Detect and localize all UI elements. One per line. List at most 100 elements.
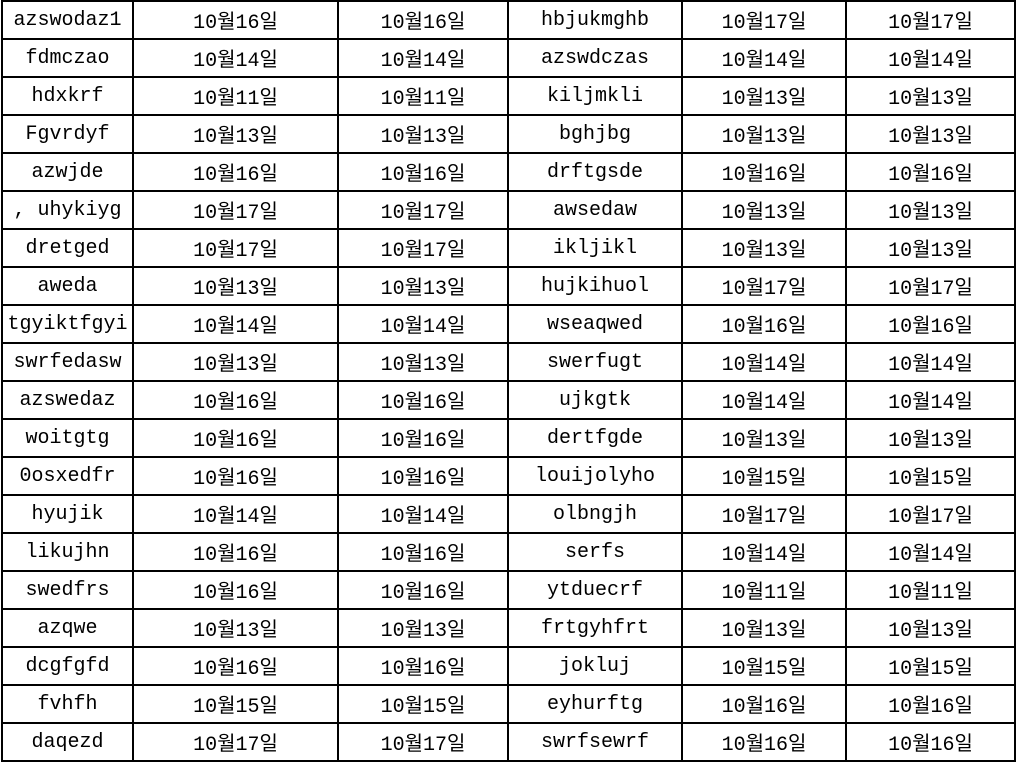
date-cell[interactable]: 10월16일 [132, 0, 339, 40]
name-cell[interactable]: wseaqwed [507, 304, 683, 344]
date-cell[interactable]: 10월16일 [132, 646, 339, 686]
name-cell[interactable]: swrfedasw [1, 342, 134, 382]
name-cell[interactable]: azswodaz1 [1, 0, 134, 40]
date-cell[interactable]: 10월13일 [132, 114, 339, 154]
name-cell[interactable]: dertfgde [507, 418, 683, 458]
date-cell[interactable]: 10월11일 [337, 76, 509, 116]
date-cell[interactable]: 10월13일 [845, 608, 1016, 648]
name-cell[interactable]: daqezd [1, 722, 134, 762]
name-cell[interactable]: azwjde [1, 152, 134, 192]
name-cell[interactable]: swerfugt [507, 342, 683, 382]
date-cell[interactable]: 10월13일 [845, 418, 1016, 458]
name-cell[interactable]: bghjbg [507, 114, 683, 154]
name-cell[interactable]: hdxkrf [1, 76, 134, 116]
date-cell[interactable]: 10월13일 [845, 76, 1016, 116]
date-cell[interactable]: 10월13일 [845, 114, 1016, 154]
date-cell[interactable]: 10월14일 [337, 38, 509, 78]
date-cell[interactable]: 10월14일 [337, 304, 509, 344]
date-cell[interactable]: 10월16일 [337, 570, 509, 610]
date-cell[interactable]: 10월14일 [681, 38, 847, 78]
date-cell[interactable]: 10월13일 [681, 418, 847, 458]
name-cell[interactable]: ujkgtk [507, 380, 683, 420]
name-cell[interactable]: azswdczas [507, 38, 683, 78]
date-cell[interactable]: 10월16일 [337, 0, 509, 40]
date-cell[interactable]: 10월16일 [845, 722, 1016, 762]
date-cell[interactable]: 10월11일 [681, 570, 847, 610]
date-cell[interactable]: 10월13일 [337, 266, 509, 306]
date-cell[interactable]: 10월15일 [337, 684, 509, 724]
date-cell[interactable]: 10월17일 [845, 494, 1016, 534]
name-cell[interactable]: swedfrs [1, 570, 134, 610]
date-cell[interactable]: 10월16일 [132, 532, 339, 572]
name-cell[interactable]: likujhn [1, 532, 134, 572]
date-cell[interactable]: 10월16일 [337, 418, 509, 458]
name-cell[interactable]: ytduecrf [507, 570, 683, 610]
date-cell[interactable]: 10월17일 [681, 494, 847, 534]
date-cell[interactable]: 10월14일 [845, 380, 1016, 420]
date-cell[interactable]: 10월16일 [681, 152, 847, 192]
date-cell[interactable]: 10월14일 [845, 342, 1016, 382]
date-cell[interactable]: 10월14일 [132, 38, 339, 78]
name-cell[interactable]: fdmczao [1, 38, 134, 78]
date-cell[interactable]: 10월13일 [681, 608, 847, 648]
name-cell[interactable]: eyhurftg [507, 684, 683, 724]
date-cell[interactable]: 10월11일 [845, 570, 1016, 610]
date-cell[interactable]: 10월16일 [132, 456, 339, 496]
date-cell[interactable]: 10월16일 [681, 684, 847, 724]
name-cell[interactable]: ikljikl [507, 228, 683, 268]
date-cell[interactable]: 10월16일 [337, 380, 509, 420]
name-cell[interactable]: tgyiktfgyi [1, 304, 134, 344]
date-cell[interactable]: 10월16일 [681, 722, 847, 762]
date-cell[interactable]: 10월16일 [845, 304, 1016, 344]
date-cell[interactable]: 10월17일 [132, 228, 339, 268]
date-cell[interactable]: 10월14일 [681, 342, 847, 382]
date-cell[interactable]: 10월16일 [132, 380, 339, 420]
date-cell[interactable]: 10월11일 [132, 76, 339, 116]
name-cell[interactable]: , uhykiyg [1, 190, 134, 230]
date-cell[interactable]: 10월14일 [132, 304, 339, 344]
name-cell[interactable]: drftgsde [507, 152, 683, 192]
date-cell[interactable]: 10월13일 [681, 190, 847, 230]
date-cell[interactable]: 10월15일 [845, 456, 1016, 496]
date-cell[interactable]: 10월17일 [681, 0, 847, 40]
name-cell[interactable]: hujkihuol [507, 266, 683, 306]
date-cell[interactable]: 10월16일 [132, 152, 339, 192]
date-cell[interactable]: 10월16일 [337, 646, 509, 686]
name-cell[interactable]: serfs [507, 532, 683, 572]
name-cell[interactable]: hyujik [1, 494, 134, 534]
date-cell[interactable]: 10월13일 [132, 342, 339, 382]
name-cell[interactable]: aweda [1, 266, 134, 306]
date-cell[interactable]: 10월17일 [132, 722, 339, 762]
date-cell[interactable]: 10월14일 [681, 380, 847, 420]
date-cell[interactable]: 10월14일 [681, 532, 847, 572]
date-cell[interactable]: 10월17일 [337, 228, 509, 268]
date-cell[interactable]: 10월16일 [845, 152, 1016, 192]
name-cell[interactable]: awsedaw [507, 190, 683, 230]
name-cell[interactable]: 0osxedfr [1, 456, 134, 496]
name-cell[interactable]: woitgtg [1, 418, 134, 458]
date-cell[interactable]: 10월14일 [132, 494, 339, 534]
name-cell[interactable]: kiljmkli [507, 76, 683, 116]
name-cell[interactable]: olbngjh [507, 494, 683, 534]
date-cell[interactable]: 10월16일 [681, 304, 847, 344]
date-cell[interactable]: 10월13일 [337, 114, 509, 154]
date-cell[interactable]: 10월17일 [845, 266, 1016, 306]
date-cell[interactable]: 10월14일 [337, 494, 509, 534]
name-cell[interactable]: swrfsewrf [507, 722, 683, 762]
date-cell[interactable]: 10월15일 [845, 646, 1016, 686]
name-cell[interactable]: azswedaz [1, 380, 134, 420]
date-cell[interactable]: 10월14일 [845, 532, 1016, 572]
name-cell[interactable]: fvhfh [1, 684, 134, 724]
name-cell[interactable]: Fgvrdyf [1, 114, 134, 154]
date-cell[interactable]: 10월13일 [337, 342, 509, 382]
date-cell[interactable]: 10월16일 [337, 532, 509, 572]
date-cell[interactable]: 10월17일 [132, 190, 339, 230]
date-cell[interactable]: 10월17일 [337, 722, 509, 762]
date-cell[interactable]: 10월13일 [132, 266, 339, 306]
date-cell[interactable]: 10월17일 [681, 266, 847, 306]
date-cell[interactable]: 10월17일 [845, 0, 1016, 40]
date-cell[interactable]: 10월13일 [132, 608, 339, 648]
date-cell[interactable]: 10월15일 [132, 684, 339, 724]
date-cell[interactable]: 10월15일 [681, 646, 847, 686]
date-cell[interactable]: 10월16일 [132, 570, 339, 610]
